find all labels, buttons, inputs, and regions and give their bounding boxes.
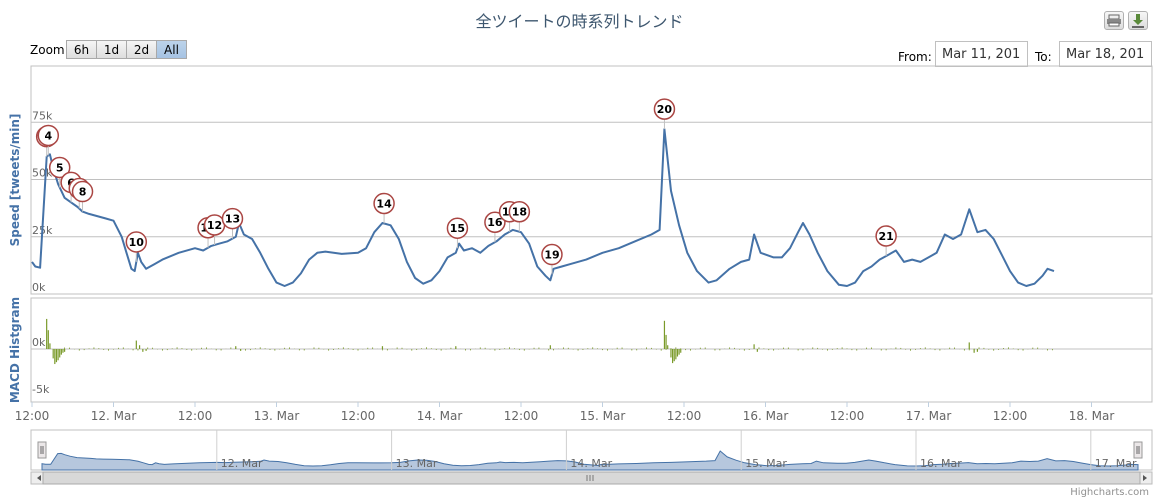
zoom-1d-button[interactable]: 1d — [96, 40, 127, 59]
event-flag: 14 — [373, 192, 395, 224]
navigator-tick-label: 15. Mar — [745, 457, 787, 470]
credits-link[interactable]: Highcharts.com — [1070, 487, 1149, 498]
chart-title: 全ツイートの時系列トレンド — [475, 12, 684, 31]
event-flag-label: 4 — [44, 129, 52, 142]
event-flag: 5 — [48, 156, 71, 188]
scroll-left-arrow-icon — [37, 475, 41, 481]
x-tick-label: 12. Mar — [91, 409, 137, 423]
navigator-tick-label: 13. Mar — [396, 457, 438, 470]
x-tick-label: 12:00 — [15, 409, 50, 423]
event-flag-marker — [541, 243, 563, 266]
x-tick-label: 12:00 — [178, 409, 213, 423]
event-flag-marker — [484, 211, 506, 233]
x-tick-label: 16. Mar — [743, 409, 789, 423]
x-tick-label: 13. Mar — [254, 409, 300, 423]
event-flag-marker — [48, 156, 71, 179]
printer-icon — [1107, 14, 1121, 27]
event-flag: 18 — [508, 200, 531, 232]
event-flag: 21 — [875, 225, 897, 256]
navigator-handle[interactable] — [37, 441, 47, 459]
navigator-tick-label: 17. Mar — [1095, 457, 1137, 470]
speed-series-line — [31, 128, 1055, 287]
event-flag-marker — [71, 180, 94, 203]
event-flag: 13 — [221, 207, 244, 239]
event-flag: 10 — [125, 231, 148, 262]
event-flag-marker — [373, 192, 395, 215]
x-tick-label: 12:00 — [667, 409, 702, 423]
event-flag-marker — [508, 200, 531, 223]
event-flag-label: 18 — [512, 206, 527, 219]
x-tick-label: 18. Mar — [1069, 409, 1115, 423]
event-flag-marker — [446, 217, 469, 239]
x-tick-label: 12:00 — [993, 409, 1028, 423]
event-flag-label: 16 — [487, 216, 503, 229]
zoom-label: Zoom — [30, 43, 65, 57]
to-label: To: — [1035, 50, 1052, 64]
event-flag-label: 13 — [225, 213, 240, 226]
speed-axis-title: Speed [tweets/min] — [8, 114, 22, 247]
event-flag-marker — [221, 207, 244, 230]
zoom-all-button[interactable]: All — [156, 40, 187, 59]
event-flag-marker — [37, 124, 60, 147]
navigator-scrollbar-thumb[interactable] — [42, 471, 1141, 485]
event-flag-label: 20 — [657, 103, 673, 116]
event-flag: 19 — [541, 243, 563, 275]
x-tick-label: 12:00 — [830, 409, 865, 423]
navigator-tick-label: 16. Mar — [920, 457, 962, 470]
speed-y-tick-label: 0k — [32, 281, 46, 294]
navigator-handle[interactable] — [1133, 441, 1143, 459]
x-tick-label: 12:00 — [504, 409, 539, 423]
event-flag-marker — [875, 225, 897, 247]
event-flag-marker — [653, 98, 676, 120]
event-flag: 15 — [446, 217, 469, 249]
event-flag-label: 8 — [79, 186, 87, 199]
event-flag-label: 10 — [129, 236, 145, 249]
event-flag: 4 — [37, 124, 60, 156]
navigator-tick-label: 12. Mar — [221, 457, 263, 470]
macd-y-tick-label: -5k — [32, 383, 50, 396]
event-flag-label: 12 — [207, 219, 222, 232]
speed-y-tick-label: 75k — [32, 109, 53, 122]
event-flag-marker — [125, 231, 148, 253]
navigator-tick-label: 14. Mar — [570, 457, 612, 470]
zoom-2d-button[interactable]: 2d — [126, 40, 157, 59]
download-icon — [1132, 14, 1144, 28]
x-tick-label: 14. Mar — [417, 409, 463, 423]
event-flag-label: 14 — [376, 197, 392, 210]
macd-axis-title: MACD Histgram — [8, 297, 22, 403]
from-date-input[interactable] — [935, 41, 1028, 67]
x-tick-label: 17. Mar — [906, 409, 952, 423]
speed-y-tick-label: 50k — [32, 167, 53, 180]
event-flag: 8 — [71, 180, 94, 212]
event-flag-label: 5 — [56, 162, 64, 175]
x-tick-label: 15. Mar — [580, 409, 626, 423]
macd-y-tick-label: 0k — [32, 336, 46, 349]
navigator-series — [41, 450, 1139, 471]
scroll-right-arrow-icon — [1143, 475, 1147, 481]
print-button[interactable] — [1104, 11, 1124, 30]
from-label: From: — [898, 50, 932, 64]
export-button[interactable] — [1128, 11, 1148, 30]
event-flag-label: 19 — [544, 249, 559, 262]
event-flag: 20 — [653, 98, 676, 130]
event-flag-label: 15 — [450, 222, 465, 235]
x-tick-label: 12:00 — [341, 409, 376, 423]
macd-plot-area — [30, 297, 1153, 403]
event-flag: 16 — [484, 211, 506, 243]
event-flag-label: 21 — [878, 230, 893, 243]
